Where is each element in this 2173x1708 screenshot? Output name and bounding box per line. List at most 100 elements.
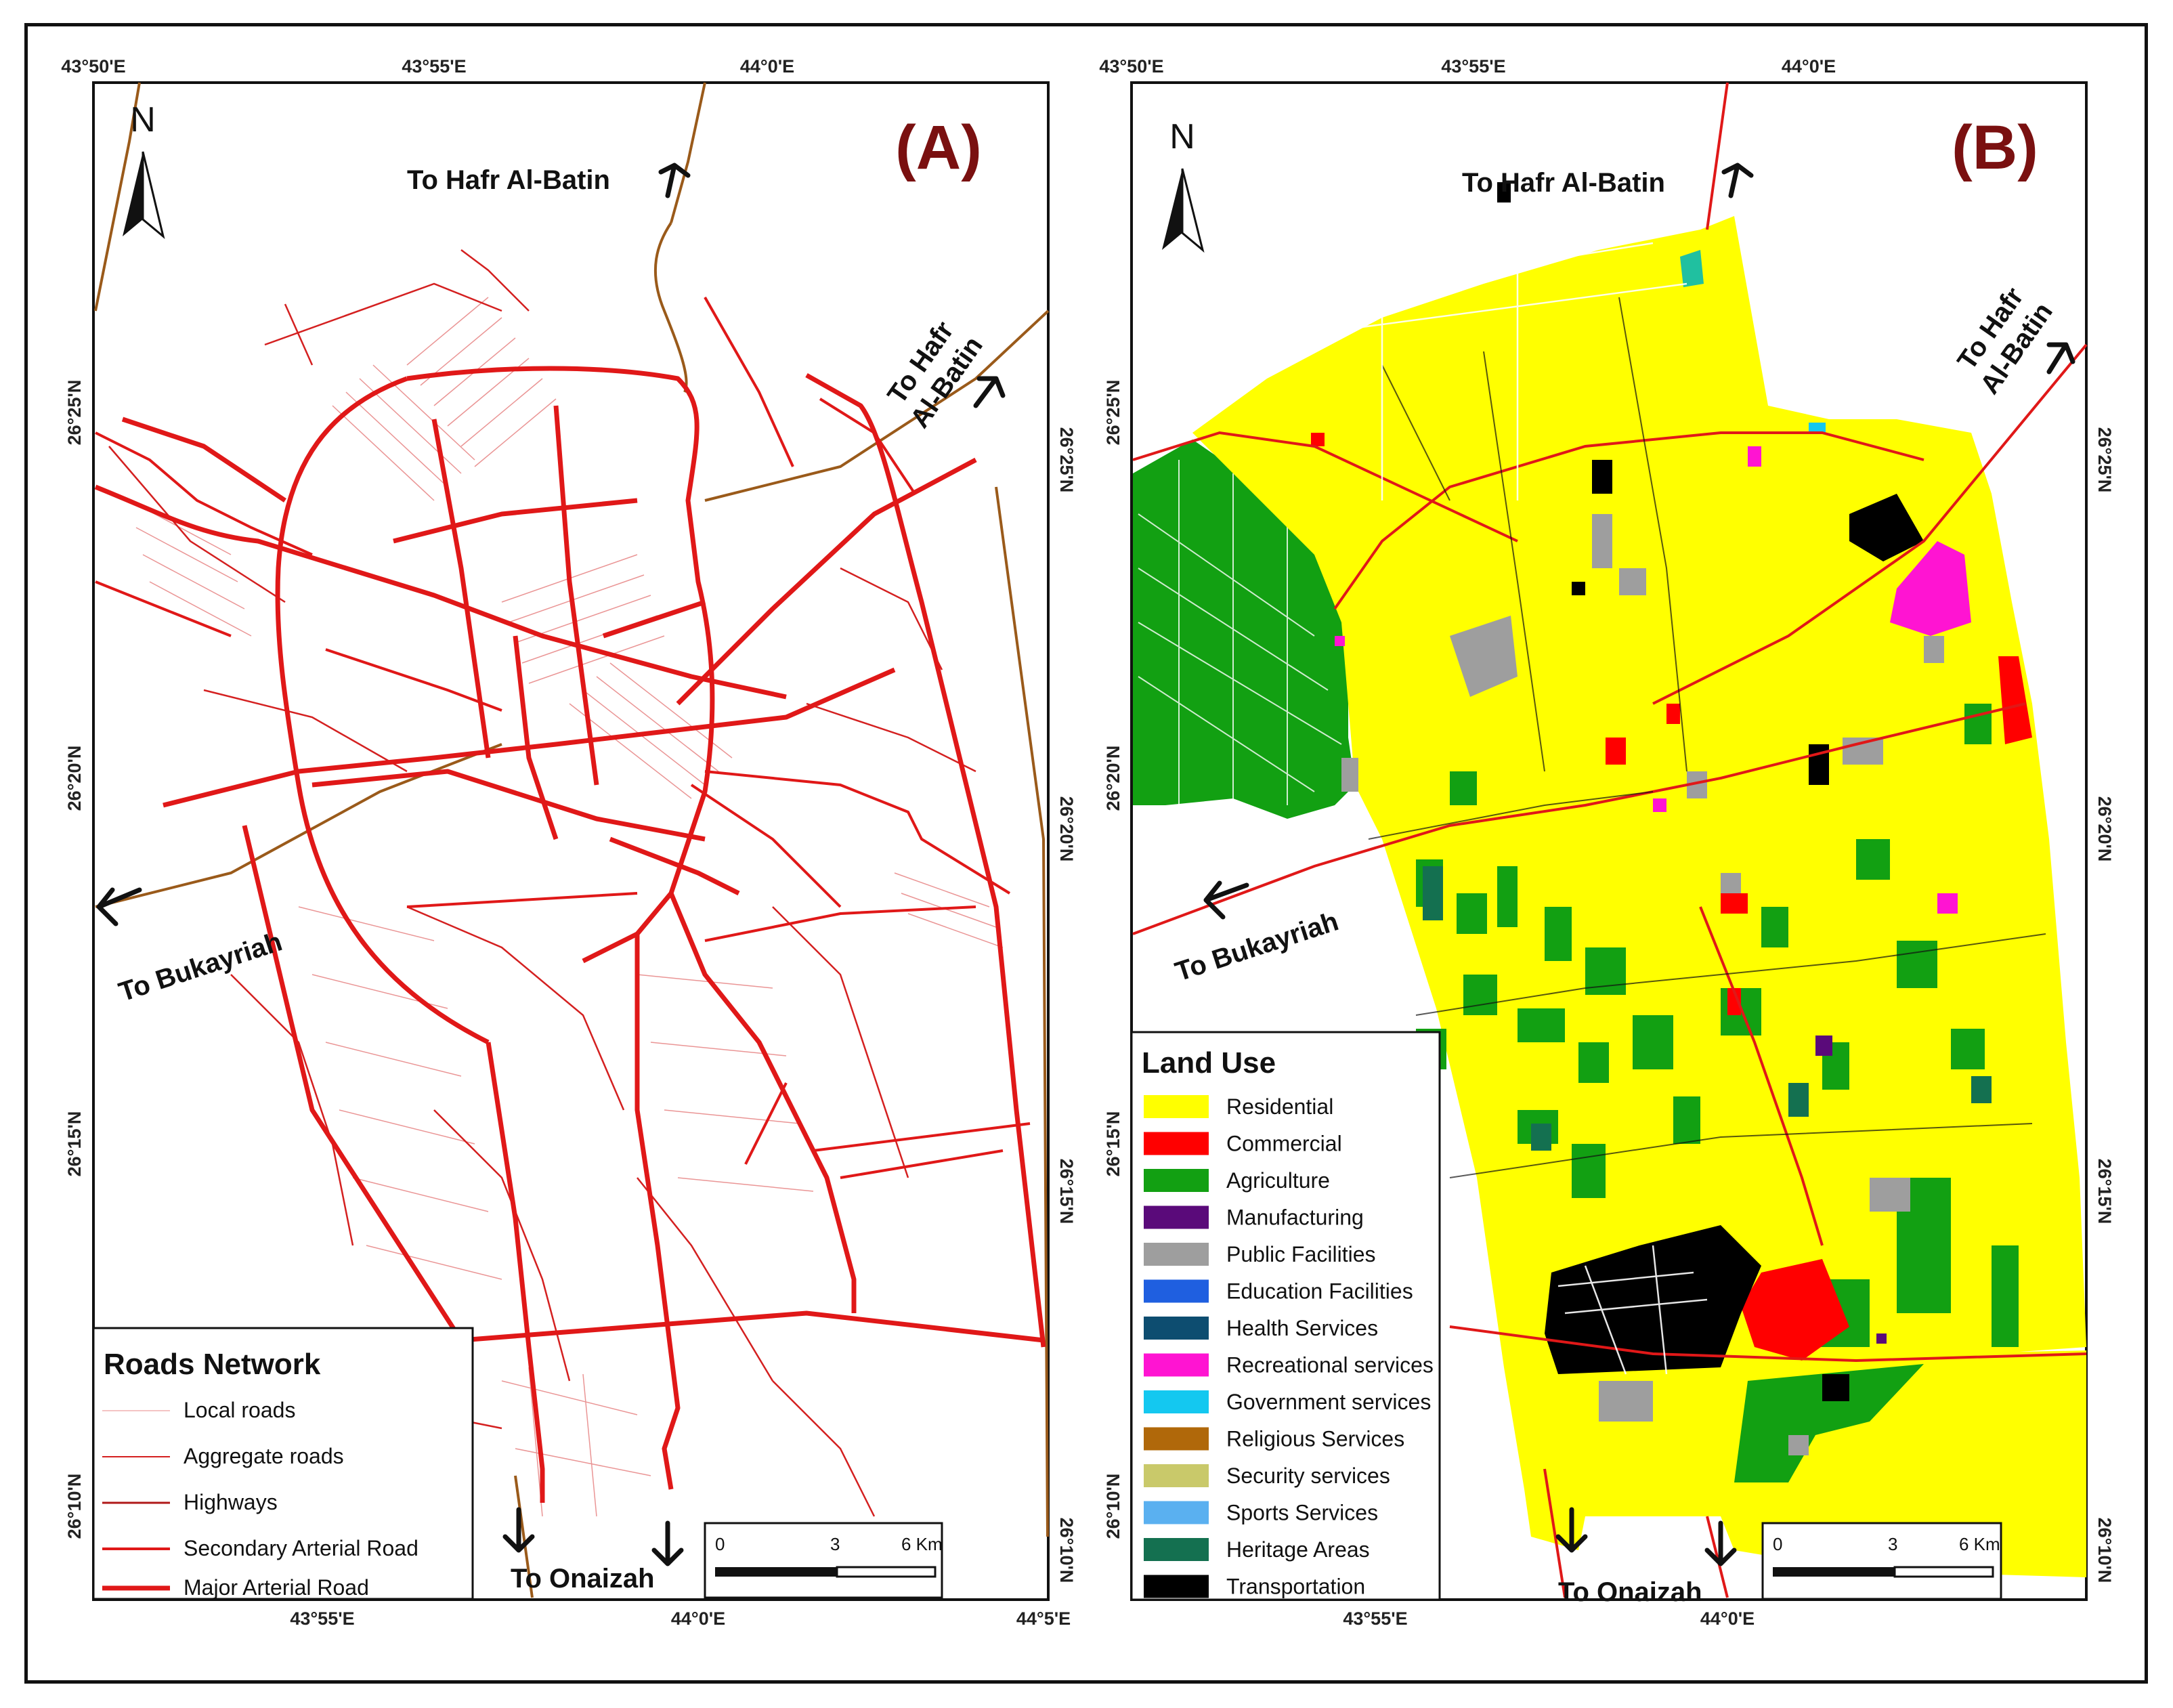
svg-text:0: 0: [1773, 1534, 1782, 1554]
legend-item-recreational-services: Recreational services: [1226, 1353, 1434, 1378]
panel-b-right-coord-1: 26°25'N: [2094, 427, 2115, 493]
panel-a-left-coord-1: 26°25'N: [64, 380, 85, 446]
arrow-west-icon: [96, 887, 142, 926]
svg-text:N: N: [130, 100, 156, 140]
commercial-patches: [1311, 433, 2032, 1361]
legend-item-agriculture: Agriculture: [1226, 1168, 1330, 1193]
panel-b-left-coord-1: 26°25'N: [1103, 380, 1123, 446]
land-use-legend-items: Residential Commercial Agriculture Manufact…: [1144, 1094, 1434, 1599]
legend-item-aggregate-roads: Aggregate roads: [184, 1444, 344, 1468]
svg-text:3: 3: [830, 1534, 840, 1554]
legend-item-secondary-arterial: Secondary Arterial Road: [184, 1536, 418, 1560]
legend-item-manufacturing: Manufacturing: [1226, 1205, 1364, 1230]
agriculture-west-grid: [1138, 460, 1342, 805]
panel-a-bottom-coord-3: 44°5'E: [1016, 1608, 1071, 1629]
panel-b-legend: Land Use Residential Commercial Agricultur…: [1130, 1031, 1441, 1601]
arrow-south-1-icon: [1555, 1507, 1588, 1553]
panel-b-right-coord-3: 26°15'N: [2094, 1159, 2115, 1224]
panel-a-scale-bar: 0 3 6 Km: [704, 1522, 943, 1599]
government-patches: [1680, 250, 1826, 433]
panel-a-major-roads: [94, 366, 1046, 1503]
panel-a-right-coord-4: 26°10'N: [1056, 1518, 1077, 1583]
legend-item-public-facilities: Public Facilities: [1226, 1242, 1376, 1266]
panel-a-bottom-coord-1: 43°55'E: [290, 1608, 354, 1629]
panel-a-secondary-roads: [95, 297, 1031, 1179]
residential-main-zone: [1192, 216, 2086, 1550]
svg-text:0: 0: [715, 1534, 725, 1554]
panel-a-right-coord-1: 26°25'N: [1056, 427, 1077, 493]
panel-a-right-coord-3: 26°15'N: [1056, 1159, 1077, 1224]
legend-item-major-arterial: Major Arterial Road: [184, 1575, 369, 1600]
panel-b-north-arrow: N: [1162, 117, 1205, 253]
figure-frame: 43°50'E 43°55'E 44°0'E 43°55'E 44°0'E 44…: [24, 23, 2148, 1684]
panel-a-legend-title: Roads Network: [104, 1348, 321, 1381]
legend-swatch-residential: [1144, 1095, 1209, 1118]
legend-swatch-heritage-areas: [1144, 1538, 1209, 1561]
panel-b-right-coord-2: 26°20'N: [2094, 796, 2115, 862]
arrow-north-icon: [658, 163, 691, 198]
panel-b-label: (B): [1952, 113, 2038, 182]
panel-b-top-coord-2: 43°55'E: [1441, 56, 1505, 77]
panel-b-bottom-coord-2: 44°0'E: [1700, 1608, 1755, 1629]
recreational-patches: [1335, 446, 1971, 914]
legend-swatch-commercial: [1144, 1132, 1209, 1155]
legend-swatch-public-facilities: [1144, 1243, 1209, 1266]
panel-b-left-coord-2: 26°20'N: [1103, 746, 1123, 811]
panel-a-top-coord-3: 44°0'E: [740, 56, 794, 77]
manufacturing-patches: [1815, 1036, 1887, 1344]
arrow-northeast-icon: [2046, 342, 2075, 375]
panel-b-left-coord-3: 26°15'N: [1103, 1111, 1123, 1177]
arrow-south-1-icon: [502, 1507, 535, 1553]
panel-b-bottom-coord-1: 43°55'E: [1343, 1608, 1407, 1629]
panel-b-scale-bar: 0 3 6 Km: [1761, 1522, 2002, 1600]
legend-swatch-religious-services: [1144, 1427, 1209, 1451]
panel-a-right-coord-2: 26°20'N: [1056, 796, 1077, 862]
panel-b-legend-title: Land Use: [1142, 1046, 1276, 1080]
panel-b-dest-north: To Hafr Al-Batin: [1462, 168, 1665, 198]
panel-a-label: (A): [895, 113, 982, 182]
panel-b-dest-south: To Onaizah: [1558, 1577, 1702, 1607]
panel-a-top-coord-2: 43°55'E: [402, 56, 466, 77]
panel-a-left-coord-3: 26°15'N: [64, 1111, 85, 1177]
svg-text:N: N: [1169, 117, 1195, 156]
legend-swatch-education-facilities: [1144, 1279, 1209, 1303]
panel-a-top-coord-1: 43°50'E: [61, 56, 125, 77]
panel-b-arrows: [1203, 163, 2075, 1566]
legend-swatch-manufacturing: [1144, 1205, 1209, 1229]
panel-b-white-streets: [1280, 230, 1708, 1375]
panel-a-north-arrow: N: [123, 100, 165, 240]
legend-item-religious-services: Religious Services: [1226, 1427, 1404, 1451]
legend-item-education-facilities: Education Facilities: [1226, 1279, 1413, 1304]
svg-text:6 Km: 6 Km: [1959, 1534, 2000, 1554]
legend-item-health-services: Health Services: [1226, 1316, 1378, 1340]
svg-text:3: 3: [1888, 1534, 1897, 1554]
legend-swatch-agriculture: [1144, 1169, 1209, 1192]
legend-item-local-roads: Local roads: [184, 1398, 295, 1422]
arrow-south-2-icon: [1704, 1520, 1737, 1566]
legend-item-transportation: Transportation: [1226, 1575, 1365, 1599]
panel-a-left-coord-2: 26°20'N: [64, 746, 85, 811]
legend-item-security-services: Security services: [1226, 1464, 1390, 1488]
panel-a-legend: Roads Network Local roads Aggregate road…: [92, 1327, 474, 1600]
panel-b-local-lines: [1368, 297, 2046, 1178]
legend-swatch-transportation: [1144, 1575, 1209, 1598]
legend-swatch-health-services: [1144, 1317, 1209, 1340]
arrow-north-icon: [1721, 163, 1754, 198]
legend-swatch-government-services: [1144, 1390, 1209, 1413]
panel-b-top-coord-1: 43°50'E: [1099, 56, 1163, 77]
panel-a-arrows: [96, 163, 1006, 1566]
legend-item-commercial: Commercial: [1226, 1132, 1342, 1156]
legend-item-sports-services: Sports Services: [1226, 1501, 1378, 1525]
panel-a-dest-north: To Hafr Al-Batin: [407, 165, 610, 195]
panel-b: 43°50'E 43°55'E 44°0'E 43°55'E 44°0'E 26…: [1099, 56, 2115, 1629]
arrow-northeast-icon: [973, 376, 1006, 408]
panel-b-roads: [1132, 82, 2088, 1598]
panel-a-bottom-coord-2: 44°0'E: [671, 1608, 725, 1629]
arrow-south-2-icon: [651, 1520, 684, 1566]
legend-swatch-sports-services: [1144, 1501, 1209, 1524]
panel-b-top-coord-3: 44°0'E: [1782, 56, 1836, 77]
panel-a-dest-south: To Onaizah: [511, 1564, 655, 1594]
panel-a-highways: [94, 82, 1050, 1598]
map-figure: 43°50'E 43°55'E 44°0'E 43°55'E 44°0'E 44…: [61, 56, 2115, 1629]
legend-item-residential: Residential: [1226, 1094, 1333, 1119]
